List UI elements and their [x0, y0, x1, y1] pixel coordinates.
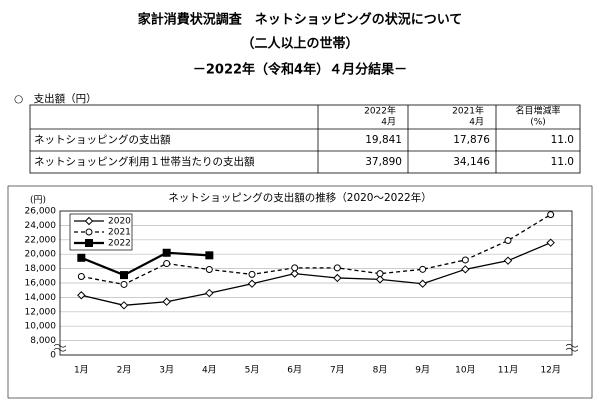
marker [419, 265, 427, 273]
table-cell: 19,841 [365, 134, 402, 146]
table-cell: 34,146 [453, 156, 490, 168]
table-cell: ネットショッピングの支出額 [34, 133, 171, 146]
legend-label: 2022 [108, 239, 131, 249]
marker [162, 297, 171, 306]
x-tick-label: 3月 [159, 365, 174, 376]
marker [503, 256, 513, 265]
marker [418, 279, 427, 288]
x-tick-label: 10月 [455, 365, 475, 376]
marker [333, 273, 342, 283]
marker [205, 288, 214, 298]
series-line [80, 251, 210, 277]
x-tick-label: 11月 [498, 365, 518, 376]
x-tick-label: 12月 [540, 365, 560, 376]
series-line [81, 242, 551, 306]
y-tick-label: 0 [50, 351, 56, 361]
x-tick-label: 2月 [117, 365, 132, 376]
marker [119, 301, 129, 310]
x-tick-label: 6月 [287, 365, 302, 376]
table-header: 名目増減率 [515, 105, 560, 117]
y-tick-label: 24,000 [25, 221, 57, 231]
marker [375, 275, 385, 284]
y-tick-label: 22,000 [25, 235, 57, 245]
x-tick-label: 7月 [330, 365, 345, 376]
y-tick-label: 14,000 [25, 293, 57, 303]
y-tick-label: 16,000 [25, 279, 57, 289]
legend-marker [85, 239, 93, 247]
table-header: 4月 [469, 117, 484, 128]
x-tick-label: 1月 [74, 365, 89, 376]
legend-label: 2021 [108, 228, 131, 238]
table-header: (%) [530, 118, 546, 128]
x-tick-label: 8月 [373, 365, 388, 376]
marker [333, 264, 341, 272]
x-tick-label: 5月 [245, 365, 260, 376]
marker [461, 256, 469, 264]
title: 家計消費状況調査 ネットショッピングの状況について [138, 12, 463, 28]
y-tick-label: 8,000 [30, 336, 56, 346]
table-cell: 37,890 [365, 156, 402, 168]
marker [247, 279, 257, 288]
subtitle: （二人以上の世帯） [241, 36, 358, 52]
table-grid [29, 104, 581, 174]
marker [77, 273, 85, 281]
plot-frame [59, 210, 573, 356]
y-tick-label: 10,000 [25, 322, 57, 332]
marker [376, 270, 384, 278]
marker [120, 280, 128, 288]
marker [163, 260, 171, 268]
period: －2022年（令和4年）４月分結果－ [193, 62, 407, 78]
y-tick-label: 18,000 [25, 264, 57, 274]
marker [461, 265, 470, 274]
table-cell: 17,876 [453, 134, 490, 146]
table-cell: 11.0 [551, 134, 574, 146]
y-axis-label: (円) [30, 195, 46, 206]
marker [248, 270, 256, 278]
marker [205, 265, 213, 273]
axis-break [53, 343, 579, 352]
chart-title: ネットショッピングの支出額の推移（2020～2022年） [168, 191, 431, 204]
x-tick-label: 4月 [202, 365, 217, 376]
section: ○ 支出額（円） [14, 92, 97, 105]
marker [77, 253, 86, 262]
legend-label: 2020 [108, 217, 131, 227]
marker [205, 251, 214, 260]
marker [290, 269, 299, 278]
table-header: 2022年 [364, 105, 396, 117]
legend-marker [85, 228, 93, 236]
table-cell: ネットショッピング利用１世帯当たりの支出額 [34, 155, 255, 168]
marker [77, 291, 86, 300]
marker [546, 238, 555, 247]
y-tick-label: 20,000 [25, 250, 57, 260]
table-header: 4月 [381, 117, 396, 128]
y-tick-label: 12,000 [25, 307, 57, 317]
x-tick-label: 9月 [415, 365, 430, 376]
table-cell: 11.0 [551, 156, 574, 168]
marker [547, 211, 555, 219]
series-line [81, 214, 552, 286]
legend-marker [84, 216, 94, 226]
marker [162, 248, 171, 257]
marker [504, 237, 512, 245]
table-header: 2021年 [452, 105, 484, 117]
y-tick-label: 26,000 [25, 207, 57, 217]
marker [120, 271, 128, 280]
marker [291, 264, 299, 272]
chart-frame [7, 185, 593, 399]
